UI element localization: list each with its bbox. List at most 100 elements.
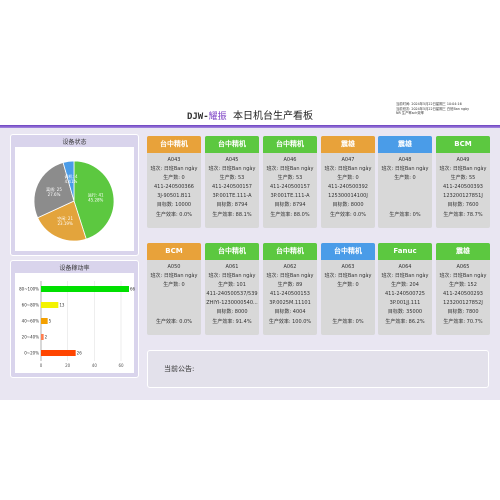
- machine-card[interactable]: 台中精机 A063 班次: 日班Ban ngày 生产数: 0 生产效率: 0%: [321, 243, 375, 335]
- dashboard-screen: DJW-耀振 本日机台生产看板 当前时间: 2024年5月22日星期三 10:0…: [0, 100, 500, 400]
- pie-slice-空闲[interactable]: [37, 200, 87, 242]
- machine-target: 目标数: 7600: [447, 202, 479, 208]
- machine-target: 目标数: 8000: [216, 309, 248, 315]
- pie-slice-离线[interactable]: [33, 162, 75, 219]
- pie-slice-调机[interactable]: [62, 160, 75, 202]
- x-tick-label: 40: [92, 363, 98, 368]
- header-meta: 当前时间: 2024年5月22日星期三 10:04:16 当前班次: 2024年…: [396, 102, 492, 116]
- machine-efficiency: 生产效率: 0.0%: [156, 319, 192, 325]
- machine-efficiency: 生产效率: 88.1%: [212, 212, 252, 218]
- machine-order: 411-240500725: [385, 291, 425, 297]
- machine-info: A064 班次: 日班Ban ngày 生产数: 204 411-240500725 3…: [378, 260, 432, 328]
- device-status-pie-chart: 运行: 41 45.28% 空闲: 21 23.19% 离线: 25 27.6%调机: 4…: [15, 147, 134, 251]
- pie-label: 运行: 41 45.28%: [88, 192, 104, 203]
- machine-card[interactable]: 震雄 A048 班次: 日班Ban ngày 生产数: 0 生产效率: 0%: [378, 136, 432, 228]
- machine-shift: 班次: 日班Ban ngày: [381, 166, 429, 172]
- machine-info: A043 班次: 日班Ban ngày 生产数: 0 411-240500366 3J-…: [147, 153, 201, 221]
- machine-produced: 生产数: 0: [394, 175, 416, 181]
- machine-order: 411-240500537/539: [206, 291, 258, 297]
- machine-part: ZHIYI-1230000540...: [206, 300, 258, 306]
- machine-produced: 生产数: 152: [449, 282, 477, 288]
- machine-shift: 班次: 日班Ban ngày: [150, 273, 198, 279]
- machine-brand: 台中精机: [263, 243, 317, 260]
- utilization-panel: 设备稼动率 0 20 40 60 80~100% 66 60~80% 13 40~60% 5 20~…: [10, 260, 139, 378]
- board-title: 本日机台生产看板: [233, 111, 314, 122]
- x-tick-label: 20: [65, 363, 71, 368]
- machine-info: A062 班次: 日班Ban ngày 生产数: 89 411-240500153 3P…: [263, 260, 317, 328]
- machine-card[interactable]: 台中精机 A062 班次: 日班Ban ngày 生产数: 89 411-2405001…: [263, 243, 317, 335]
- machine-efficiency: 生产效率: 70.7%: [443, 319, 483, 325]
- y-tick-label: 60~80%: [22, 303, 40, 308]
- machine-part: 3P.001TE.111-A: [212, 193, 252, 199]
- machine-brand: 震雄: [436, 243, 490, 260]
- machine-part: 3P.0025M.11101: [269, 300, 311, 306]
- machine-shift: 班次: 日班Ban ngày: [150, 166, 198, 172]
- current-time: 当前时间: 2024年5月22日星期三 10:04:16: [396, 102, 462, 106]
- machine-info: A047 班次: 日班Ban ngày 生产数: 0 411-240500392 125…: [321, 153, 375, 221]
- machine-card[interactable]: Fanuc A064 班次: 日班Ban ngày 生产数: 204 411-24050…: [378, 243, 432, 335]
- machine-id: A065: [456, 264, 470, 270]
- machine-card[interactable]: 台中精机 A045 班次: 日班Ban ngày 生产数: 53 411-2405001…: [205, 136, 259, 228]
- machine-shift: 班次: 日班Ban ngày: [381, 273, 429, 279]
- utilization-bar[interactable]: [41, 302, 59, 308]
- utilization-bar[interactable]: [41, 286, 129, 292]
- device-status-title: 设备状态: [62, 139, 87, 146]
- machine-id: A049: [456, 157, 470, 163]
- machine-target: 目标数: 8000: [332, 202, 364, 208]
- bar-value-label: 2: [45, 335, 48, 340]
- machine-info: A063 班次: 日班Ban ngày 生产数: 0 生产效率: 0%: [321, 260, 375, 328]
- y-tick-label: 20~40%: [22, 335, 40, 340]
- pie-slice-运行[interactable]: [73, 160, 115, 240]
- machine-target: 目标数: 35000: [387, 309, 423, 315]
- machine-info: A048 班次: 日班Ban ngày 生产数: 0 生产效率: 0%: [378, 153, 432, 221]
- machine-card[interactable]: 震雄 A047 班次: 日班Ban ngày 生产数: 0 411-240500392 1…: [321, 136, 375, 228]
- y-tick-label: 0~20%: [24, 351, 39, 356]
- machine-order: 411-240500157: [270, 184, 310, 190]
- machine-card[interactable]: 震雄 A065 班次: 日班Ban ngày 生产数: 152 411-24050029…: [436, 243, 490, 335]
- machine-order: [378, 183, 432, 192]
- y-tick-label: 80~100%: [19, 287, 39, 292]
- machine-order: [321, 290, 375, 299]
- machine-card[interactable]: 台中精机 A061 班次: 日班Ban ngày 生产数: 101 411-240500…: [205, 243, 259, 335]
- machine-efficiency: 生产效率: 0%: [332, 319, 364, 325]
- machine-efficiency: 生产效率: 0.0%: [156, 212, 192, 218]
- machine-brand: Fanuc: [378, 243, 432, 260]
- machine-id: A045: [225, 157, 239, 163]
- meta-note: NR 生产率sch效率: [396, 111, 424, 115]
- machine-shift: 班次: 日班Ban ngày: [324, 273, 372, 279]
- machine-id: A043: [167, 157, 181, 163]
- machine-part: 123200127852J: [443, 300, 483, 306]
- utilization-bar[interactable]: [41, 318, 48, 324]
- machine-target: [321, 308, 375, 317]
- machine-order: 411-240500392: [328, 184, 368, 190]
- machine-efficiency: 生产效率: 86.2%: [385, 319, 425, 325]
- machine-card[interactable]: 台中精机 A043 班次: 日班Ban ngày 生产数: 0 411-24050036…: [147, 136, 201, 228]
- machine-id: A064: [398, 264, 412, 270]
- machine-produced: 生产数: 89: [277, 282, 303, 288]
- machine-efficiency: 生产效率: 88.0%: [270, 212, 310, 218]
- machine-target: [378, 201, 432, 210]
- company-logo: DJW-耀振: [186, 112, 227, 122]
- machine-info: A061 班次: 日班Ban ngày 生产数: 101 411-240500537/…: [205, 260, 259, 328]
- machine-info: A045 班次: 日班Ban ngày 生产数: 53 411-240500157 3P…: [205, 153, 259, 221]
- machine-shift: 班次: 日班Ban ngày: [266, 273, 314, 279]
- machine-efficiency: 生产效率: 0%: [389, 212, 421, 218]
- machine-id: A062: [283, 264, 297, 270]
- machine-card[interactable]: 台中精机 A046 班次: 日班Ban ngày 生产数: 53 411-2405001…: [263, 136, 317, 228]
- machine-efficiency: 生产效率: 91.4%: [212, 319, 252, 325]
- machine-produced: 生产数: 0: [163, 282, 185, 288]
- machine-brand: 台中精机: [147, 136, 201, 153]
- machine-id: A047: [341, 157, 355, 163]
- bar-value-label: 26: [77, 351, 83, 356]
- machine-card[interactable]: BCM A049 班次: 日班Ban ngày 生产数: 55 411-24050039…: [436, 136, 490, 228]
- utilization-bar[interactable]: [41, 350, 76, 356]
- machine-brand: 震雄: [321, 136, 375, 153]
- machine-efficiency: 生产效率: 100.0%: [268, 319, 312, 325]
- utilization-bar[interactable]: [41, 334, 44, 340]
- machine-part: [147, 299, 201, 308]
- machine-id: A061: [225, 264, 239, 270]
- machine-card[interactable]: BCM A050 班次: 日班Ban ngày 生产数: 0 生产效率: 0.0%: [147, 243, 201, 335]
- header-bar: DJW-耀振 本日机台生产看板 当前时间: 2024年5月22日星期三 10:0…: [0, 100, 500, 126]
- machine-shift: 班次: 日班Ban ngày: [208, 273, 256, 279]
- machine-produced: 生产数: 204: [391, 282, 419, 288]
